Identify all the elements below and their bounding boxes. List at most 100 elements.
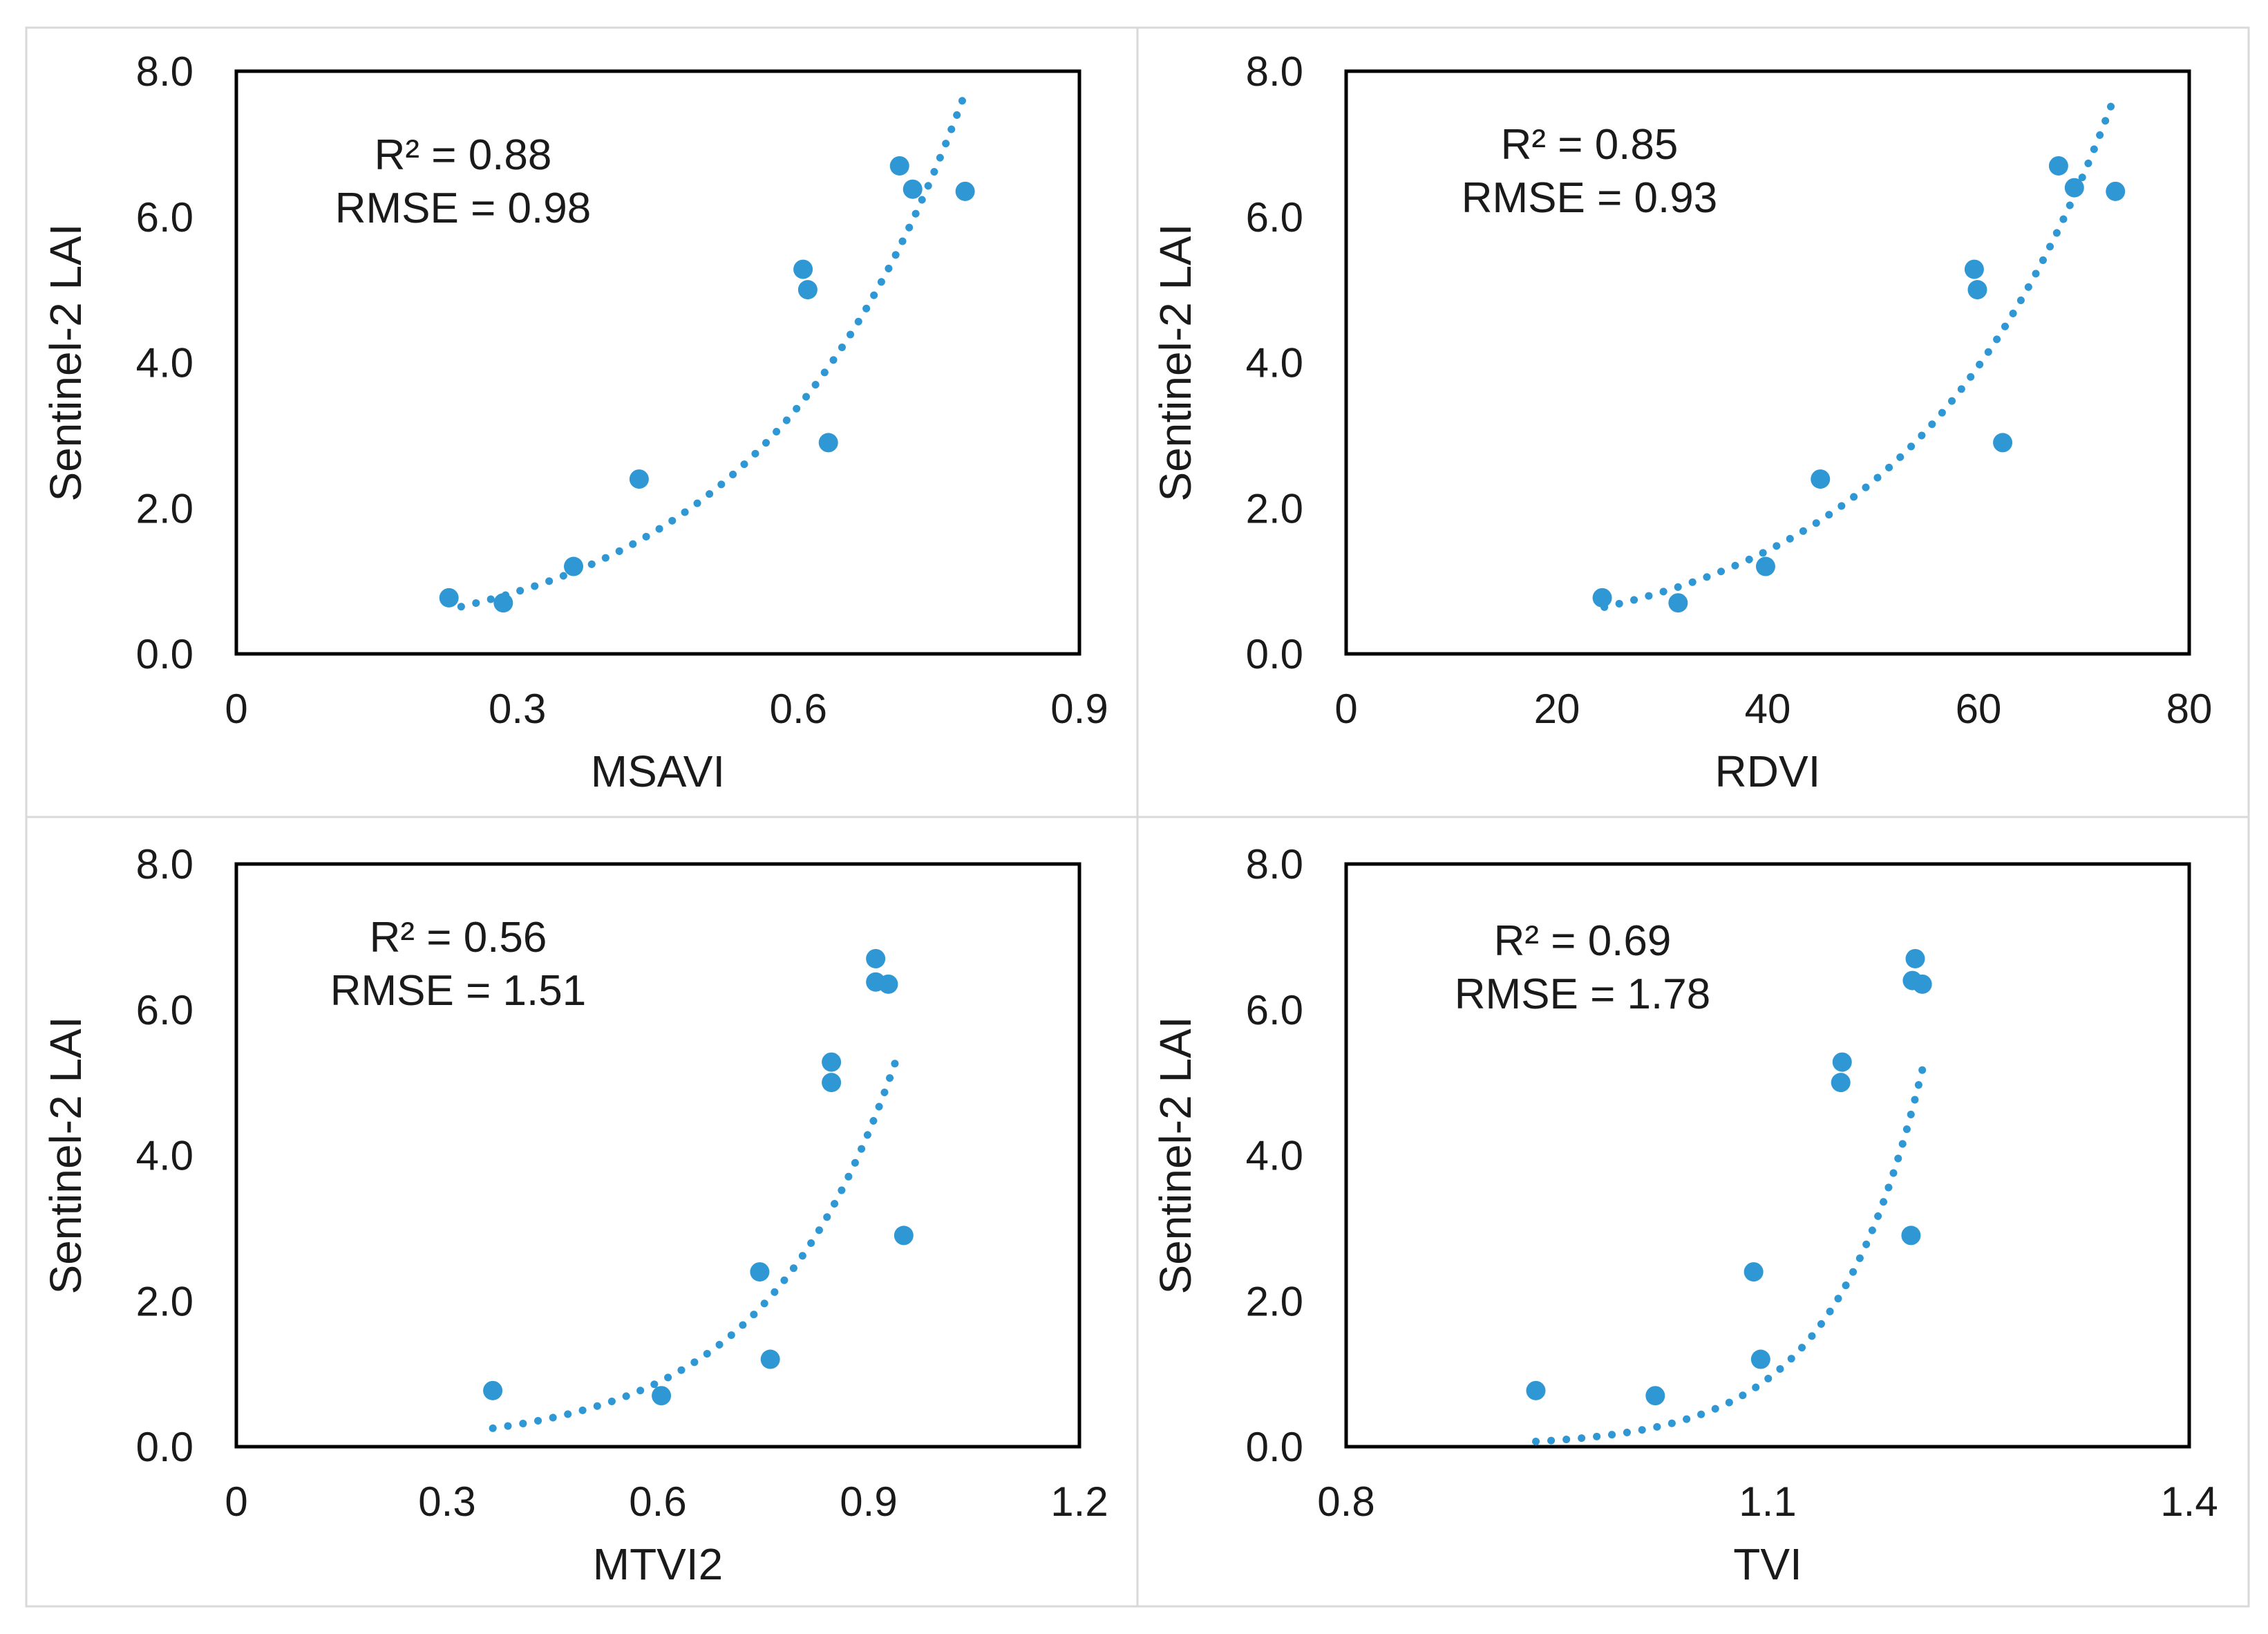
trend-line	[489, 1054, 901, 1432]
data-point	[793, 259, 813, 279]
data-point	[2106, 181, 2126, 201]
y-axis-title: Sentinel-2 LAI	[1151, 1016, 1200, 1294]
x-axis-title: TVI	[1733, 1539, 1802, 1589]
data-point	[629, 469, 649, 489]
data-point	[652, 1386, 672, 1406]
data-point	[564, 556, 583, 576]
x-axis-title: MTVI2	[593, 1539, 723, 1589]
chart-panel-1: 0.0 2.0 4.0 6.0 8.0 0 0.3 0.6 0.9 MSAVI Sentinel-2…	[41, 48, 1108, 796]
data-point	[1964, 259, 1984, 279]
data-point	[822, 1073, 842, 1093]
y-tick-label: 8.0	[136, 48, 193, 95]
data-point	[866, 948, 886, 968]
y-tick-label: 6.0	[1246, 194, 1303, 241]
y-tick-label: 6.0	[136, 987, 193, 1033]
y-tick-label: 8.0	[136, 841, 193, 888]
data-point	[1743, 1262, 1764, 1282]
panel-2-border	[1136, 26, 2250, 818]
x-tick-label: 1.1	[1739, 1478, 1796, 1525]
data-point	[818, 433, 838, 453]
chart-panel-4: 0.0 2.0 4.0 6.0 8.0 0.8 1.1 1.4 TVI Sentinel-2 LA…	[1151, 841, 2218, 1589]
data-point	[1967, 280, 1987, 300]
data-point	[878, 974, 898, 994]
x-tick-label: 60	[1956, 686, 2002, 732]
data-point	[1993, 433, 2013, 453]
y-tick-label: 8.0	[1246, 48, 1303, 95]
data-point	[1912, 974, 1932, 994]
x-axis-title: RDVI	[1715, 746, 1821, 796]
y-tick-label: 0.0	[1246, 631, 1303, 677]
x-tick-label: 0.3	[418, 1478, 475, 1525]
data-point	[439, 588, 459, 608]
data-point	[1755, 556, 1775, 576]
plot-frame	[234, 862, 1081, 1449]
y-tick-label: 2.0	[136, 1278, 193, 1324]
x-tick-label: 0.6	[629, 1478, 686, 1525]
r2-annotation: R² = 0.85	[1501, 121, 1679, 169]
panel-4-border	[1136, 816, 2250, 1608]
data-point	[1811, 469, 1831, 489]
data-point	[889, 156, 909, 176]
x-tick-label: 0.3	[489, 686, 546, 732]
y-tick-label: 2.0	[1246, 485, 1303, 532]
plot-frame	[1344, 862, 2191, 1449]
data-point	[1645, 1386, 1665, 1406]
data-point	[1901, 1226, 1921, 1246]
plot-frame	[1344, 69, 2191, 656]
data-point	[1905, 948, 1925, 968]
trend-line	[457, 96, 967, 611]
y-axis-title: Sentinel-2 LAI	[41, 223, 91, 501]
panel-1-border	[25, 26, 1139, 818]
r2-annotation: R² = 0.69	[1494, 917, 1672, 965]
rmse-annotation: RMSE = 1.51	[330, 967, 586, 1015]
y-tick-label: 2.0	[1246, 1278, 1303, 1324]
r2-annotation: R² = 0.88	[375, 131, 552, 179]
x-tick-label: 0.8	[1317, 1478, 1374, 1525]
data-point	[822, 1052, 842, 1072]
x-tick-label: 80	[2166, 686, 2213, 732]
x-tick-label: 1.2	[1050, 1478, 1108, 1525]
x-axis-title: MSAVI	[591, 746, 725, 796]
y-axis-title: Sentinel-2 LAI	[41, 1016, 91, 1294]
x-tick-label: 0.6	[770, 686, 827, 732]
data-point	[894, 1226, 914, 1246]
x-tick-label: 0	[1334, 686, 1357, 732]
y-tick-label: 0.0	[136, 631, 193, 677]
data-point	[760, 1349, 780, 1369]
x-tick-label: 0.9	[1050, 686, 1108, 732]
data-point	[1526, 1380, 1546, 1400]
data-point	[750, 1262, 770, 1282]
panel-3-border	[25, 816, 1139, 1608]
r2-annotation: R² = 0.56	[370, 914, 547, 961]
y-tick-label: 8.0	[1246, 841, 1303, 888]
chart-panel-2: 0.0 2.0 4.0 6.0 8.0 0 20 40 60 80 RDVI Sentinel-2 L…	[1151, 48, 2212, 796]
y-tick-label: 0.0	[136, 1424, 193, 1470]
rmse-annotation: RMSE = 1.78	[1455, 970, 1710, 1018]
data-point	[797, 280, 818, 300]
y-tick-label: 4.0	[1246, 340, 1303, 386]
y-tick-label: 4.0	[1246, 1133, 1303, 1179]
data-point	[955, 181, 975, 201]
y-tick-label: 6.0	[136, 194, 193, 241]
data-point	[2064, 178, 2084, 198]
x-tick-label: 40	[1745, 686, 1791, 732]
data-point	[1750, 1349, 1770, 1369]
data-point	[903, 179, 923, 199]
y-tick-label: 6.0	[1246, 987, 1303, 1033]
plot-frame	[234, 69, 1081, 656]
y-tick-label: 4.0	[136, 340, 193, 386]
y-axis-title: Sentinel-2 LAI	[1151, 223, 1200, 501]
data-point	[1832, 1052, 1852, 1072]
rmse-annotation: RMSE = 0.98	[335, 185, 591, 232]
x-tick-label: 1.4	[2160, 1478, 2218, 1525]
y-tick-label: 0.0	[1246, 1424, 1303, 1470]
data-point	[1668, 593, 1688, 613]
data-point	[1592, 588, 1612, 608]
trend-line	[1532, 1066, 1927, 1445]
trend-line	[1600, 90, 2119, 611]
x-tick-label: 20	[1534, 686, 1580, 732]
chart-panel-3: 0.0 2.0 4.0 6.0 8.0 0 0.3 0.6 0.9 1.2 MTVI2 Sentine…	[41, 841, 1108, 1589]
y-tick-label: 4.0	[136, 1133, 193, 1179]
x-tick-label: 0	[225, 686, 247, 732]
